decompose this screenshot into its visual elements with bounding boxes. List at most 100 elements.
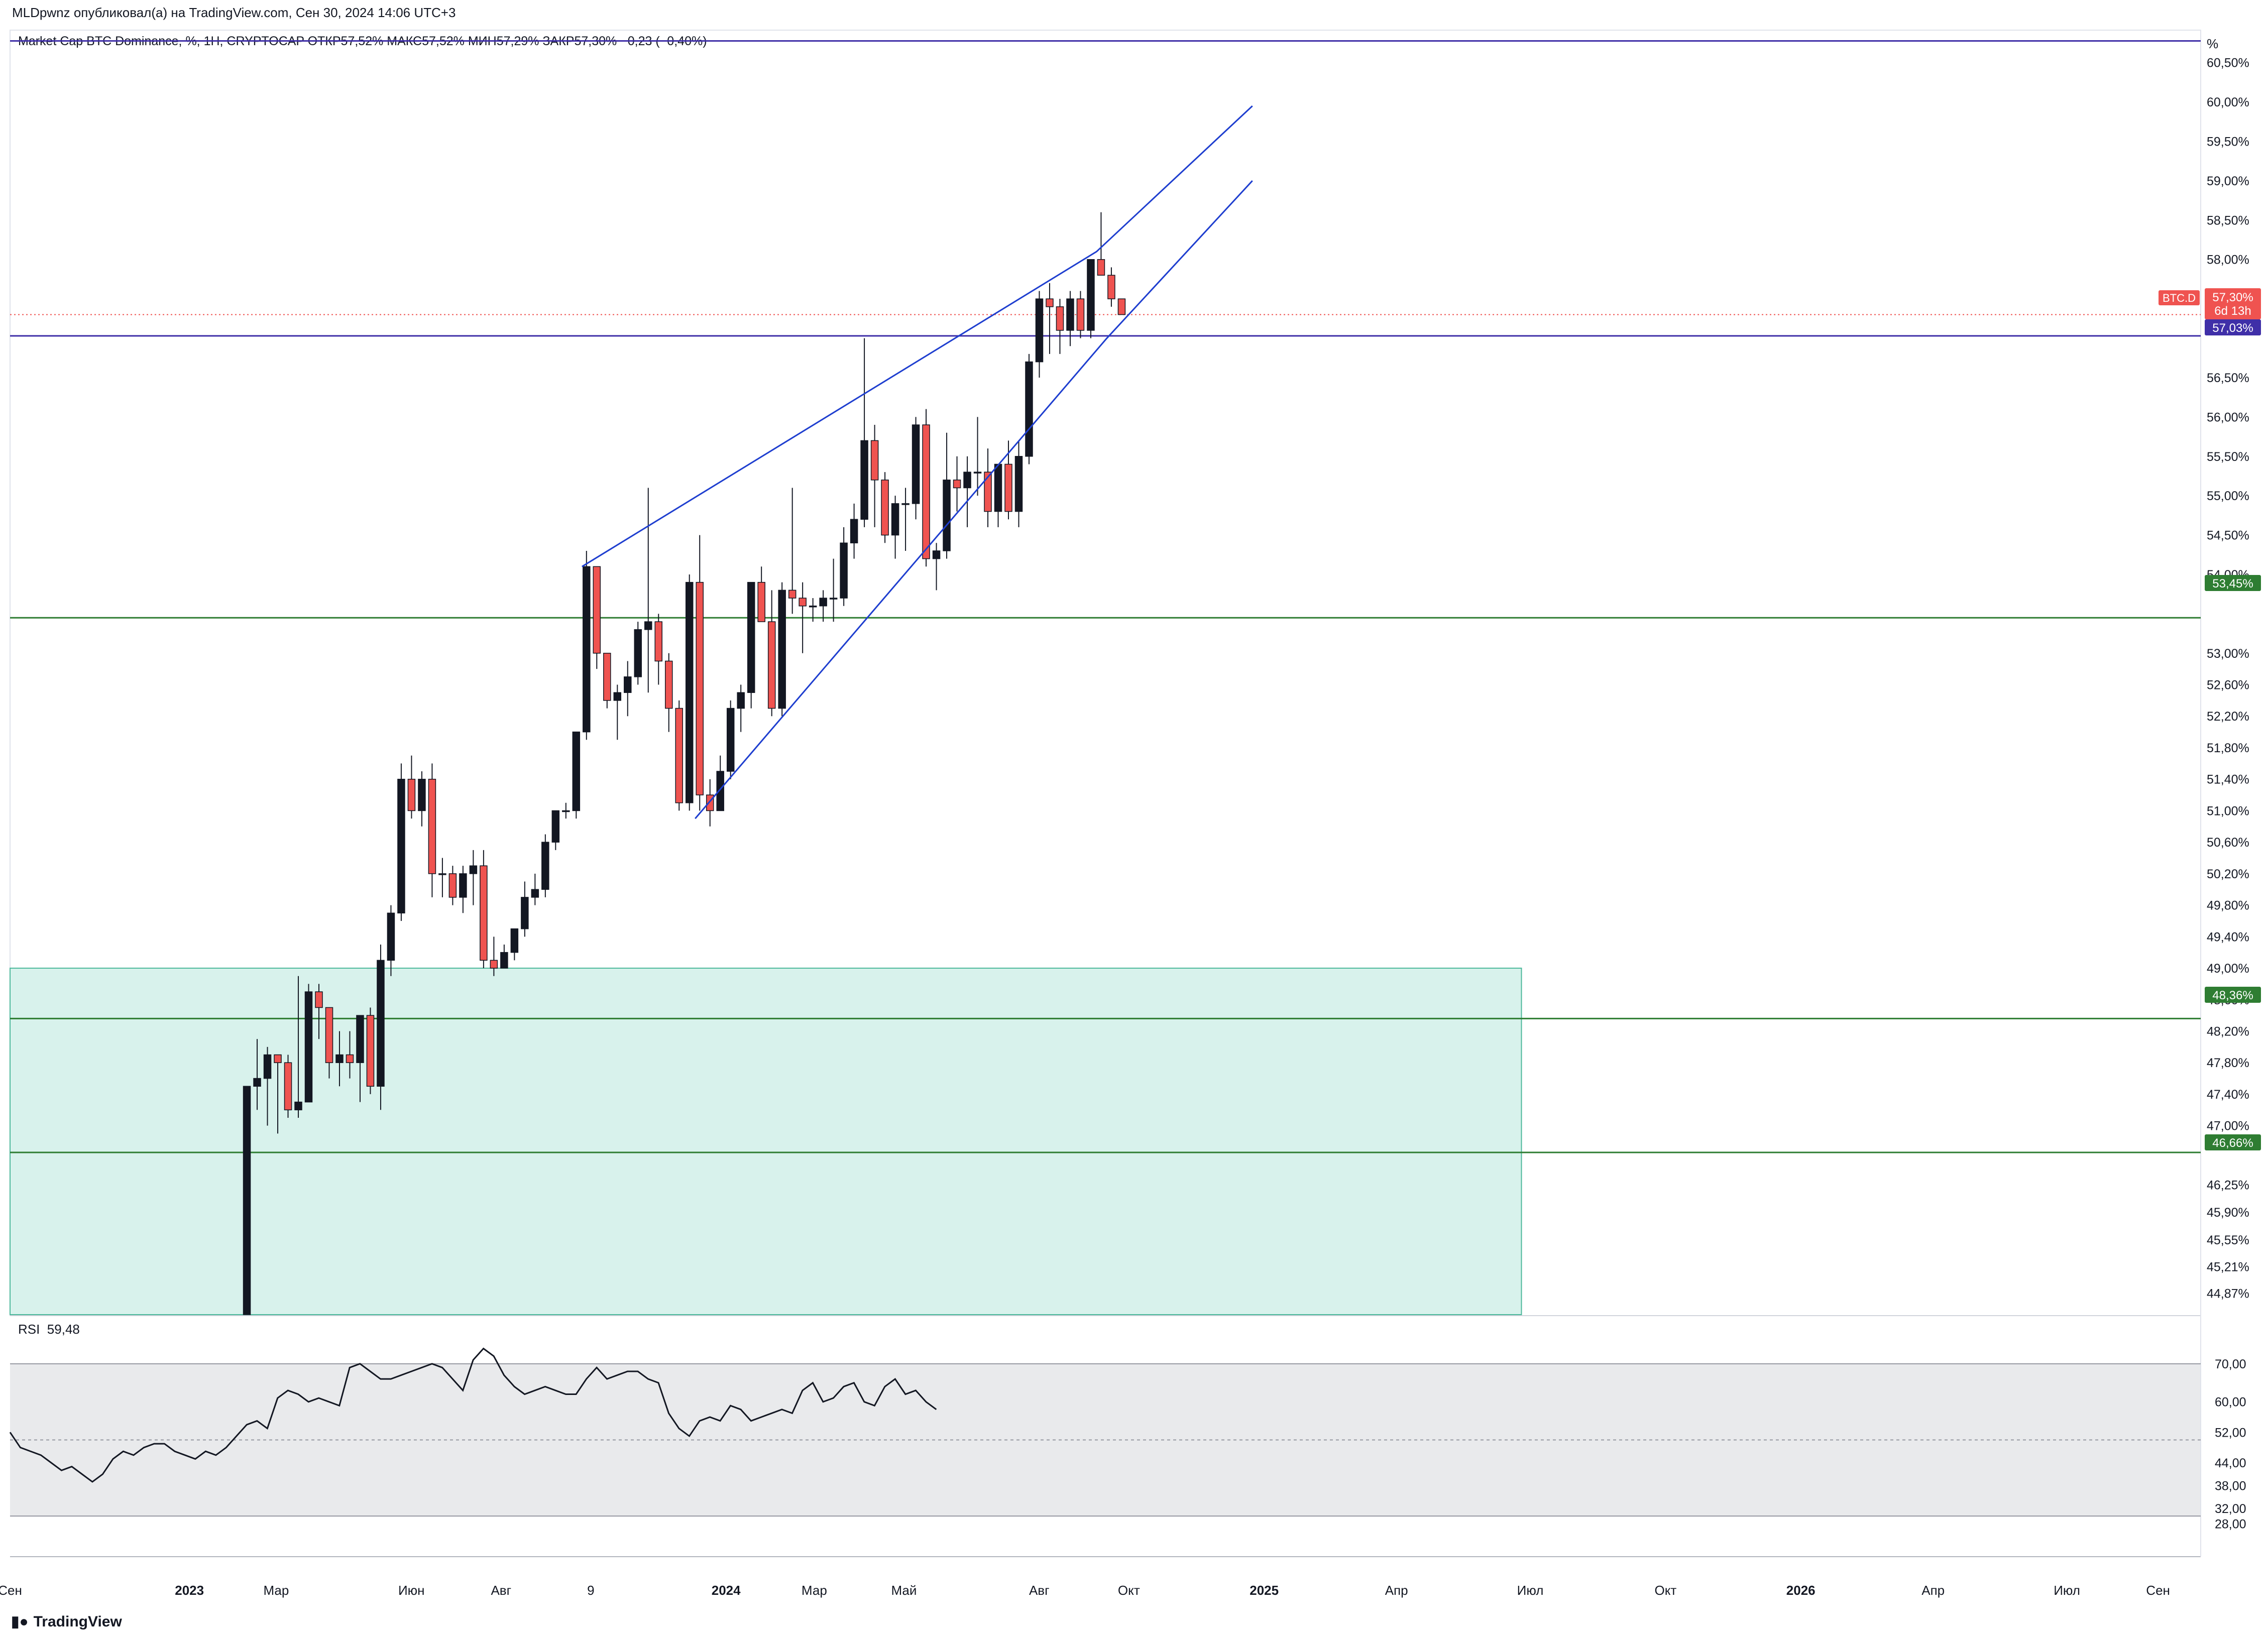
candle (984, 448, 992, 527)
candle-body (469, 865, 478, 874)
candle-body (541, 842, 549, 890)
candle (973, 417, 982, 496)
candle (500, 944, 508, 969)
candle-body (1046, 298, 1054, 307)
price-tick-label: 46,25% (2207, 1178, 2249, 1192)
candle-body (335, 1054, 344, 1063)
candle-body (912, 424, 920, 504)
candle (510, 928, 519, 961)
candle-body (1014, 456, 1023, 512)
candle (716, 755, 724, 811)
candle (438, 858, 446, 897)
candle-body (366, 1015, 375, 1087)
candle-body (593, 566, 601, 654)
candle-body (438, 873, 446, 875)
candle-body (901, 503, 910, 505)
candle-body (860, 440, 868, 520)
candle (366, 1007, 375, 1094)
price-axis[interactable]: 60,50%60,00%59,50%59,00%58,50%58,00%57,5… (2207, 56, 2249, 1301)
demand-zone[interactable] (10, 968, 1522, 1316)
tradingview-logo[interactable]: ▮● TradingView (11, 1613, 122, 1630)
candle-body (294, 1101, 302, 1111)
rsi-label: RSI (18, 1322, 40, 1337)
candle-body (304, 991, 313, 1103)
candle (469, 850, 478, 905)
support-level-badge-1: 53,45% (2205, 575, 2261, 591)
candle-body (521, 897, 529, 929)
candle (860, 338, 868, 527)
time-axis-label: Сен (0, 1583, 22, 1598)
candle (685, 574, 694, 811)
time-axis-label: Мар (263, 1583, 289, 1598)
candle-body (716, 771, 724, 811)
symbol-badge-text: BTC.D (2163, 292, 2196, 304)
candle-body (664, 660, 673, 709)
rsi-legend[interactable]: RSI 59,48 (18, 1322, 80, 1337)
candle-body (819, 598, 827, 607)
candle-body (767, 621, 776, 709)
candle (572, 731, 581, 819)
price-tick-label: 58,50% (2207, 213, 2249, 227)
candle (1056, 299, 1064, 354)
candle-body (325, 1007, 333, 1063)
support-level-value-3: 46,66% (2212, 1136, 2253, 1150)
candle-body (943, 480, 951, 551)
candle-body (356, 1015, 364, 1063)
candle-body (1107, 275, 1115, 299)
horizontal-levels[interactable] (10, 314, 2201, 1153)
candle (1087, 259, 1095, 338)
rsi-pane-background (10, 1363, 2201, 1516)
candle-body (315, 991, 323, 1008)
candle (891, 496, 899, 559)
wedge-upper-line (582, 105, 1253, 567)
price-tick-label: 58,00% (2207, 253, 2249, 267)
candle (1025, 354, 1033, 464)
symbol-badge: BTC.D (2159, 290, 2200, 305)
candle-body (809, 605, 817, 608)
candle-body (1004, 463, 1012, 512)
candle (654, 614, 663, 685)
candle-body (624, 676, 632, 693)
candle (901, 488, 910, 551)
time-axis-label: Июн (398, 1583, 425, 1598)
last-price-value: 57,30% (2212, 291, 2253, 304)
time-axis[interactable]: Сен 2023 Мар Июн Авг 9 2024 Мар Май Авг Окт 2025 Апр… (0, 1583, 2170, 1598)
candle-body (387, 912, 395, 961)
candle-body (870, 440, 879, 481)
time-axis-label: Окт (1654, 1583, 1676, 1598)
candle-body (1066, 298, 1074, 331)
candle-body (346, 1054, 354, 1063)
candle (284, 1055, 292, 1118)
candle (459, 866, 467, 913)
candle (407, 755, 416, 819)
candle (840, 527, 848, 606)
candle (881, 472, 889, 543)
candle (274, 1054, 282, 1134)
time-axis-label: 2025 (1250, 1583, 1279, 1598)
candle-body (572, 731, 581, 811)
candle (562, 802, 570, 819)
rising-wedge[interactable] (582, 105, 1253, 820)
candle-body (448, 873, 457, 898)
candle (829, 558, 838, 622)
candle-body (778, 590, 786, 709)
candle (387, 905, 395, 976)
demand-zone-rect (10, 968, 1522, 1316)
candle-body (654, 621, 663, 662)
candle (726, 700, 735, 779)
candle (1046, 283, 1054, 354)
candle (335, 1031, 344, 1087)
candle-body (737, 692, 745, 709)
candle (953, 456, 961, 512)
resistance-level-badge: 57,03% (2205, 319, 2261, 335)
price-tick-label: 59,00% (2207, 174, 2249, 188)
top-border-line (10, 40, 2201, 42)
candle-body (284, 1062, 292, 1111)
candle (397, 763, 405, 921)
candle (531, 873, 539, 905)
candle (418, 771, 426, 827)
time-axis-label: Сен (2146, 1583, 2170, 1598)
time-axis-label: Авг (1029, 1583, 1050, 1598)
